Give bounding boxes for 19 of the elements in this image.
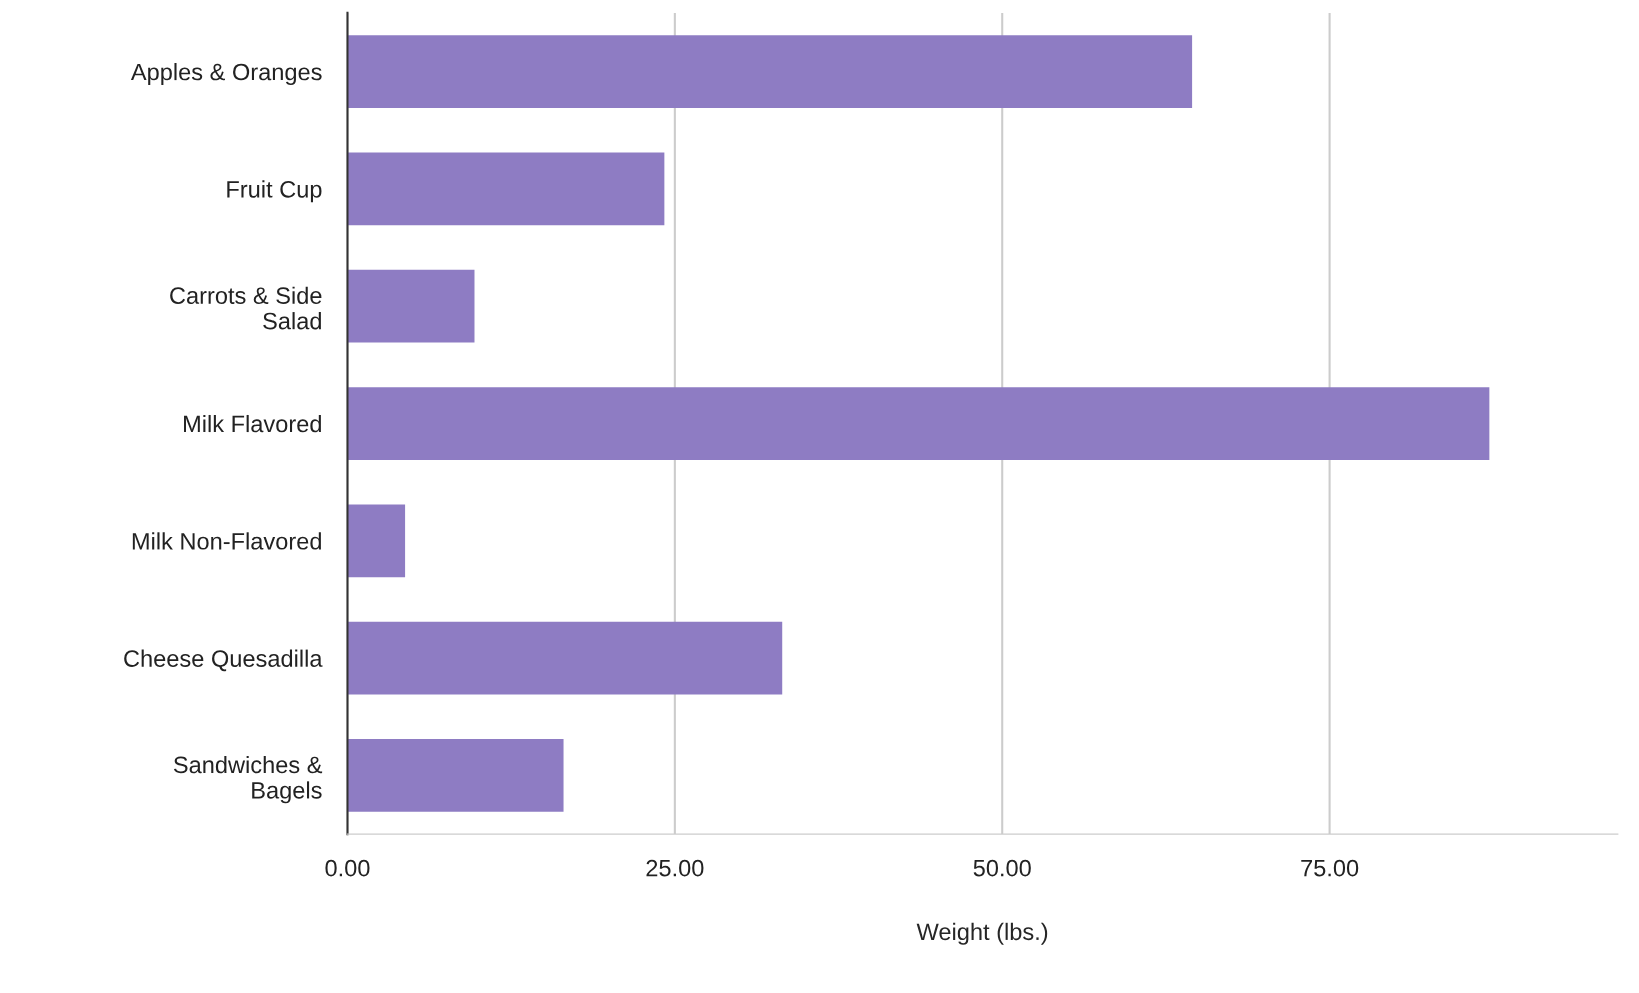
y-tick-label: Milk Non-Flavored <box>132 532 321 550</box>
bar <box>347 504 406 578</box>
x-tick-label: 75.00 <box>1301 859 1359 877</box>
y-tick-label: Carrots & Side Salad <box>170 286 322 330</box>
bar <box>347 739 564 812</box>
bar <box>347 35 1193 108</box>
y-tick-label: Sandwiches & Bagels <box>173 755 323 804</box>
bar <box>347 387 1490 460</box>
x-tick-label: 25.00 <box>646 859 704 877</box>
x-tick-label: 0.00 <box>325 859 370 877</box>
bar <box>347 269 475 343</box>
y-tick-label: Cheese Quesadilla <box>124 649 323 672</box>
x-axis-title: Weight (lbs.) <box>916 922 1048 945</box>
bar <box>347 152 665 226</box>
y-tick-label: Apples & Oranges <box>130 63 322 86</box>
y-tick-label: Fruit Cup <box>227 180 322 203</box>
bar <box>347 621 783 695</box>
y-tick-label: Milk Flavored <box>184 414 321 433</box>
x-tick-label: 50.00 <box>973 859 1031 877</box>
